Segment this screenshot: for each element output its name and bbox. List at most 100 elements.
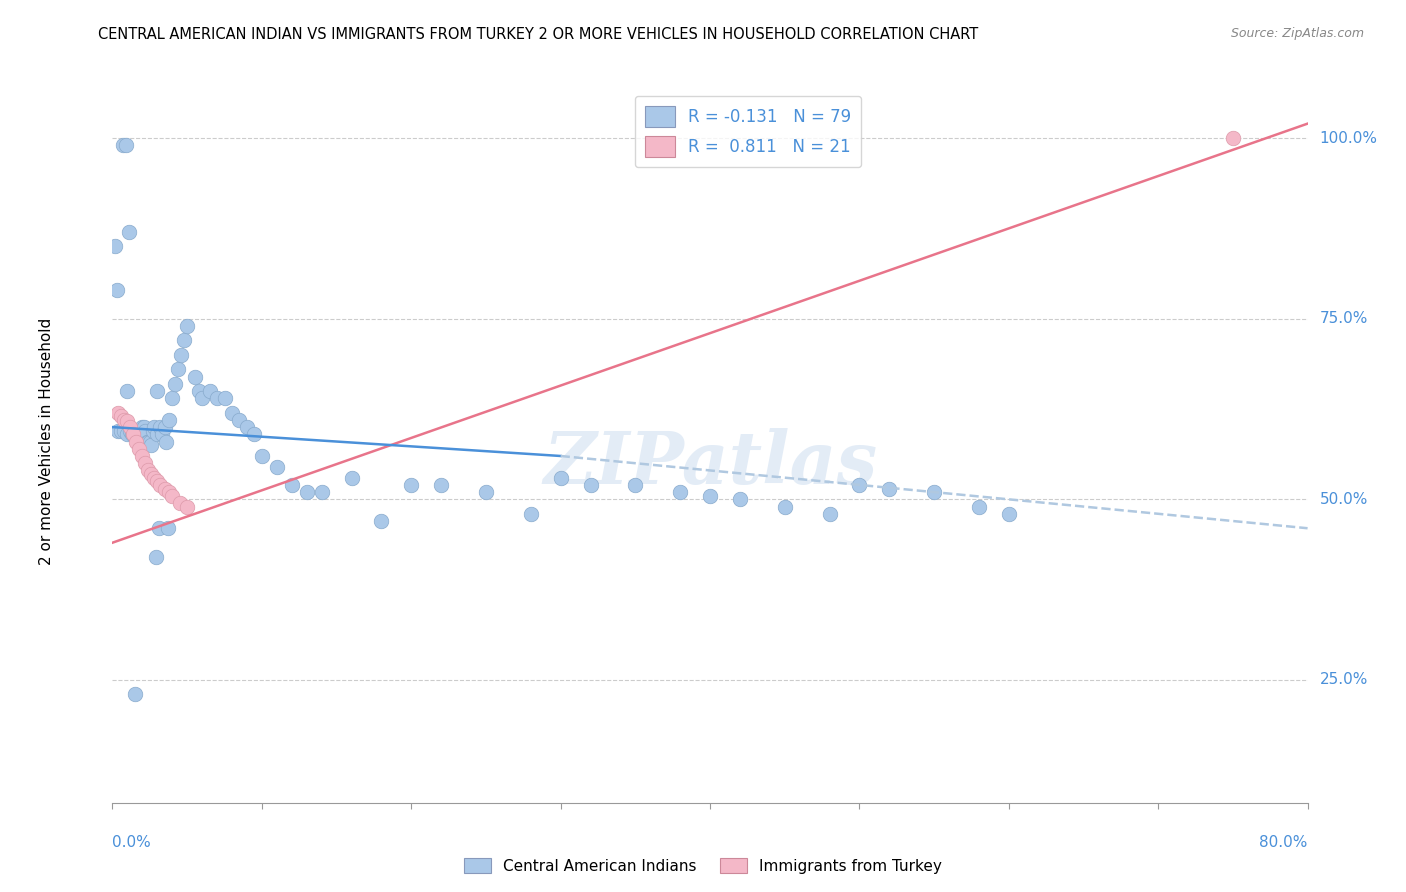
Point xyxy=(165,376,187,391)
Point xyxy=(105,283,128,297)
Legend: R = -0.131   N = 79, R =  0.811   N = 21: R = -0.131 N = 79, R = 0.811 N = 21 xyxy=(634,95,860,167)
Point xyxy=(922,485,945,500)
Point xyxy=(141,467,163,481)
Point xyxy=(848,478,870,492)
Point xyxy=(120,420,142,434)
Point xyxy=(295,485,318,500)
Point xyxy=(129,431,152,445)
Point xyxy=(157,485,180,500)
Point xyxy=(122,427,145,442)
Text: 75.0%: 75.0% xyxy=(1320,311,1368,326)
Point xyxy=(134,424,156,438)
Text: 80.0%: 80.0% xyxy=(1260,835,1308,850)
Point xyxy=(143,420,166,434)
Point xyxy=(149,420,172,434)
Point xyxy=(118,225,141,239)
Point xyxy=(111,138,134,153)
Point xyxy=(128,442,150,456)
Point xyxy=(149,478,172,492)
Point xyxy=(153,482,176,496)
Point xyxy=(1222,131,1244,145)
Point xyxy=(167,362,190,376)
Point xyxy=(114,413,135,427)
Point xyxy=(669,485,692,500)
Point xyxy=(173,334,195,348)
Point xyxy=(117,414,139,428)
Point xyxy=(157,413,180,427)
Point xyxy=(128,434,150,449)
Point xyxy=(146,384,169,398)
Point xyxy=(138,434,160,449)
Point xyxy=(176,500,198,514)
Point xyxy=(170,348,193,362)
Point xyxy=(124,687,146,701)
Point xyxy=(281,478,304,492)
Point xyxy=(131,420,153,434)
Point xyxy=(110,409,132,424)
Point xyxy=(624,478,647,492)
Point xyxy=(311,485,333,500)
Point xyxy=(879,482,901,496)
Point xyxy=(475,485,498,500)
Point xyxy=(998,507,1021,521)
Point xyxy=(236,420,259,434)
Point xyxy=(134,456,156,470)
Point xyxy=(155,434,177,449)
Point xyxy=(250,449,273,463)
Point xyxy=(127,434,149,449)
Point xyxy=(125,427,148,442)
Point xyxy=(191,391,214,405)
Point xyxy=(153,420,176,434)
Point xyxy=(243,427,266,442)
Point xyxy=(205,391,228,405)
Point xyxy=(699,489,721,503)
Point xyxy=(146,475,169,489)
Point xyxy=(145,550,167,565)
Point xyxy=(143,470,166,484)
Point xyxy=(117,384,139,398)
Point xyxy=(104,239,127,253)
Point xyxy=(138,463,160,477)
Point xyxy=(370,514,392,528)
Point xyxy=(728,492,751,507)
Point xyxy=(132,420,155,434)
Text: ZIPatlas: ZIPatlas xyxy=(543,428,877,499)
Point xyxy=(967,500,990,514)
Text: 2 or more Vehicles in Household: 2 or more Vehicles in Household xyxy=(39,318,55,566)
Point xyxy=(520,507,543,521)
Point xyxy=(117,427,139,442)
Point xyxy=(110,424,132,438)
Text: 25.0%: 25.0% xyxy=(1320,673,1368,688)
Point xyxy=(124,424,146,438)
Legend: Central American Indians, Immigrants from Turkey: Central American Indians, Immigrants fro… xyxy=(457,852,949,880)
Point xyxy=(430,478,453,492)
Point xyxy=(773,500,796,514)
Point xyxy=(340,470,363,484)
Point xyxy=(131,449,153,463)
Point xyxy=(183,369,205,384)
Point xyxy=(141,438,163,452)
Point xyxy=(146,427,169,442)
Point xyxy=(139,434,162,449)
Text: CENTRAL AMERICAN INDIAN VS IMMIGRANTS FROM TURKEY 2 OR MORE VEHICLES IN HOUSEHOL: CENTRAL AMERICAN INDIAN VS IMMIGRANTS FR… xyxy=(98,27,979,42)
Text: Source: ZipAtlas.com: Source: ZipAtlas.com xyxy=(1230,27,1364,40)
Point xyxy=(162,391,183,405)
Point xyxy=(176,318,198,333)
Point xyxy=(188,384,211,398)
Point xyxy=(115,138,138,153)
Point xyxy=(162,489,183,503)
Point xyxy=(221,406,243,420)
Point xyxy=(169,496,191,510)
Point xyxy=(150,427,173,442)
Point xyxy=(579,478,602,492)
Text: 50.0%: 50.0% xyxy=(1320,491,1368,507)
Point xyxy=(135,434,157,449)
Point xyxy=(107,406,129,420)
Point xyxy=(266,459,288,474)
Point xyxy=(125,434,148,449)
Point xyxy=(228,413,250,427)
Text: 0.0%: 0.0% xyxy=(112,835,152,850)
Point xyxy=(401,478,423,492)
Point xyxy=(107,424,129,438)
Point xyxy=(122,427,145,442)
